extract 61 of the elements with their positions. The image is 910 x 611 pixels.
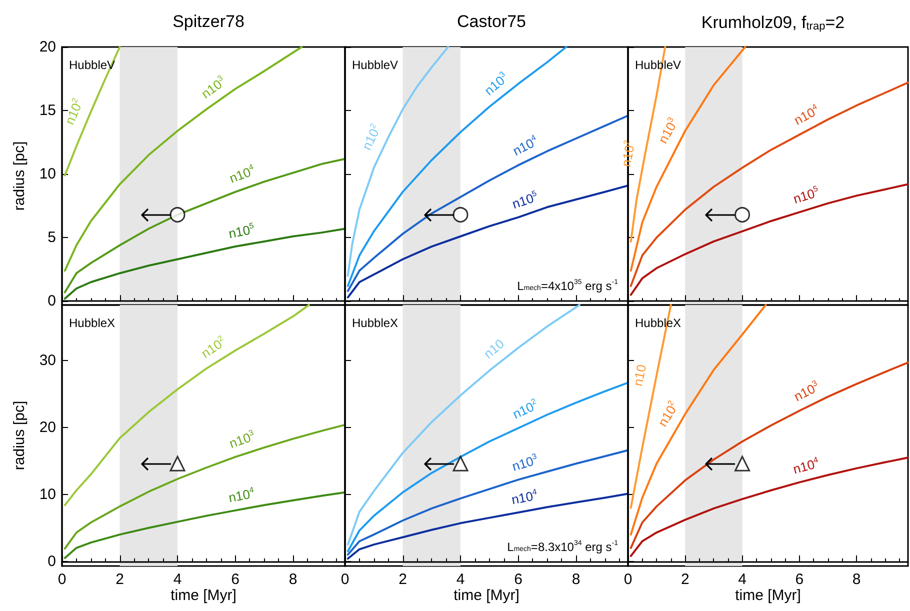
text: n104	[791, 454, 820, 477]
y-tick-label: 10	[39, 166, 56, 183]
x-tick-label: 0	[340, 571, 350, 588]
x-tick-label: 4	[456, 571, 465, 588]
x-tick-label: 0	[624, 571, 632, 588]
text: n102	[62, 96, 84, 127]
text: n104	[227, 485, 256, 506]
y-axis-title: radius [pc]	[11, 141, 28, 211]
text: n104	[510, 487, 538, 508]
text: n10	[480, 336, 508, 362]
text: n102	[358, 121, 382, 152]
text: n103	[791, 378, 820, 404]
x-tick-label: 2	[398, 571, 407, 588]
line-series	[64, 46, 303, 272]
line-series	[64, 228, 346, 300]
text: n103	[227, 428, 256, 452]
y-tick-label: 15	[39, 102, 56, 120]
annotation: HubbleX	[352, 316, 398, 330]
y-tick-label: 0	[48, 552, 56, 570]
text: n105	[791, 184, 820, 207]
y-tick-label: 0	[48, 292, 56, 310]
line-series	[64, 304, 310, 506]
x-tick-label: 8	[288, 571, 298, 588]
x-tick-label: 6	[795, 571, 804, 588]
text: n102	[510, 396, 538, 422]
x-axis-title: time [Myr]	[735, 586, 801, 604]
chart-title: Castor75	[457, 12, 526, 31]
x-tick-label: 6	[231, 571, 240, 588]
x-axis-title: time [Myr]	[170, 586, 236, 604]
x-tick-label: 2	[680, 571, 690, 588]
text: n102	[198, 333, 226, 362]
chart-title: Spitzer78	[172, 12, 244, 31]
annotation: HubbleV	[352, 58, 398, 72]
x-tick-label: 4	[738, 571, 746, 588]
y-tick-label: 20	[39, 38, 56, 56]
text: n10	[630, 363, 650, 388]
x-tick-label: 8	[852, 571, 861, 588]
text: n105	[227, 220, 256, 242]
text: n103	[655, 115, 679, 146]
text: n104	[791, 102, 819, 128]
y-tick-label: 10	[39, 486, 56, 503]
text: n102	[618, 138, 638, 168]
y-tick-label: 5	[48, 229, 56, 246]
text: n103	[198, 73, 225, 102]
text: n105	[510, 188, 538, 212]
y-tick-label: 20	[39, 418, 56, 436]
x-tick-label: 2	[116, 571, 124, 588]
x-tick-label: 4	[173, 571, 182, 588]
line-series	[64, 424, 346, 550]
line-series	[64, 491, 346, 559]
text: n104	[510, 132, 538, 159]
line-series	[64, 158, 346, 294]
line-series	[64, 46, 121, 176]
text: n102	[654, 398, 680, 430]
x-tick-label: 8	[572, 571, 580, 588]
y-tick-label: 30	[39, 352, 56, 370]
annotation: HubbleX	[69, 316, 116, 330]
text: n104	[227, 162, 256, 186]
x-axis-title: time [Myr]	[454, 586, 520, 604]
x-tick-label: 6	[514, 571, 522, 588]
y-axis-title: radius [pc]	[11, 400, 28, 470]
